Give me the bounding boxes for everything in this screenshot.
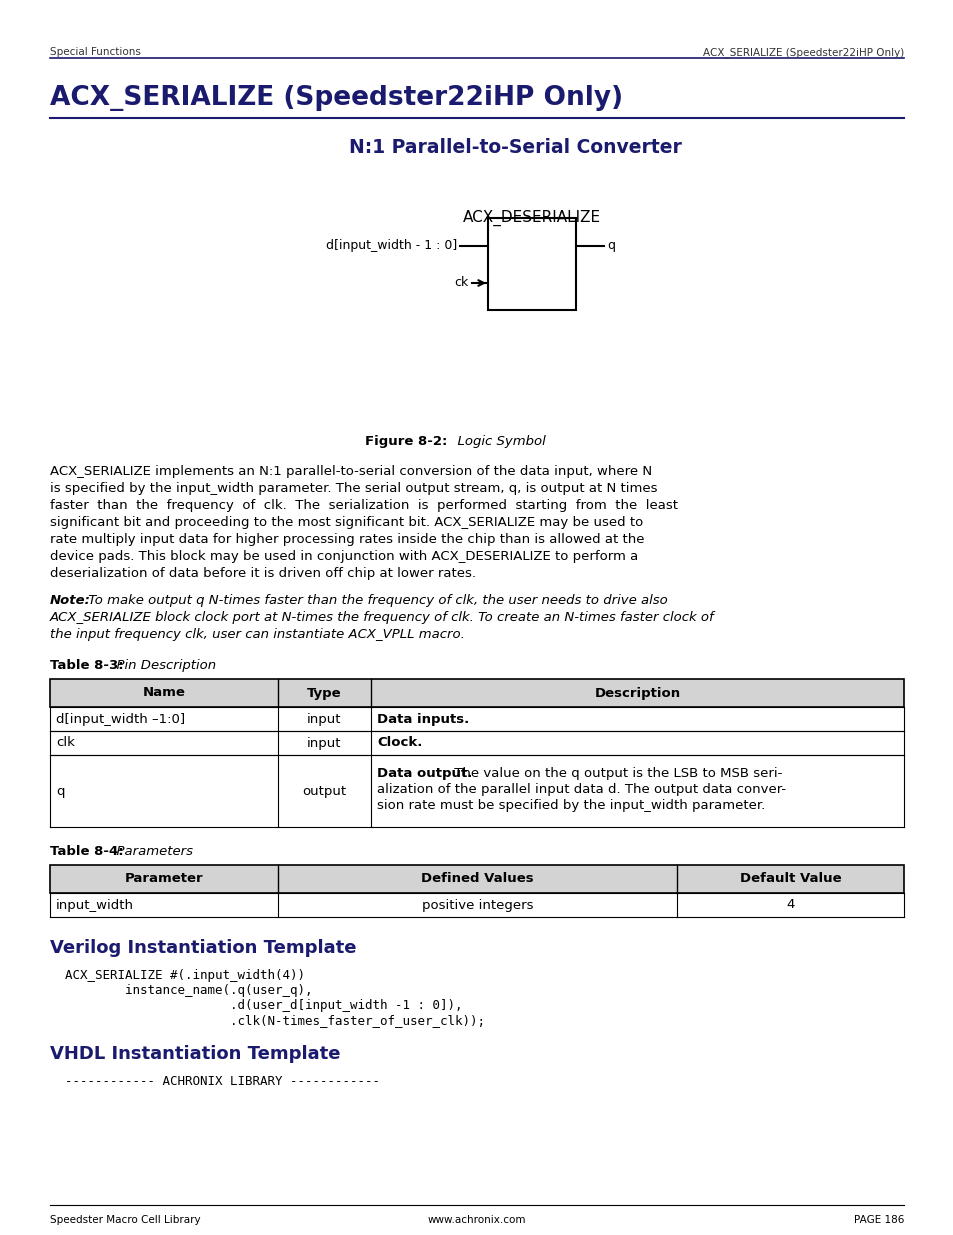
Bar: [50, 755, 903, 827]
Text: Special Functions: Special Functions: [50, 47, 141, 57]
Text: Verilog Instantiation Template: Verilog Instantiation Template: [50, 939, 356, 957]
Text: Description: Description: [594, 687, 679, 699]
Text: positive integers: positive integers: [421, 899, 533, 911]
Text: q: q: [606, 240, 615, 252]
Text: instance_name(.q(user_q),: instance_name(.q(user_q),: [65, 984, 313, 997]
Text: Speedster Macro Cell Library: Speedster Macro Cell Library: [50, 1215, 200, 1225]
Text: Data output.: Data output.: [376, 767, 472, 781]
Text: input: input: [307, 713, 341, 725]
Text: faster  than  the  frequency  of  clk.  The  serialization  is  performed  start: faster than the frequency of clk. The se…: [50, 499, 678, 513]
Text: .clk(N-times_faster_of_user_clk));: .clk(N-times_faster_of_user_clk));: [65, 1014, 484, 1028]
Text: Logic Symbol: Logic Symbol: [449, 435, 545, 448]
Text: VHDL Instantiation Template: VHDL Instantiation Template: [50, 1045, 340, 1063]
Text: Data inputs.: Data inputs.: [376, 713, 469, 725]
Text: deserialization of data before it is driven off chip at lower rates.: deserialization of data before it is dri…: [50, 567, 476, 580]
Text: Clock.: Clock.: [376, 736, 422, 750]
Text: device pads. This block may be used in conjunction with ACX_DESERIALIZE to perfo: device pads. This block may be used in c…: [50, 550, 638, 563]
Text: Pin Description: Pin Description: [108, 659, 216, 672]
Text: ACX_DESERIALIZE: ACX_DESERIALIZE: [462, 210, 600, 226]
Text: Figure 8-2:: Figure 8-2:: [364, 435, 447, 448]
Text: Table 8-4:: Table 8-4:: [50, 845, 124, 858]
Bar: [50, 864, 903, 893]
Text: ck: ck: [455, 277, 469, 289]
Text: To make output q N-times faster than the frequency of clk, the user needs to dri: To make output q N-times faster than the…: [84, 594, 667, 606]
Text: Name: Name: [142, 687, 185, 699]
Text: Default Value: Default Value: [739, 872, 841, 885]
Text: Type: Type: [307, 687, 341, 699]
Text: 4: 4: [785, 899, 794, 911]
Text: PAGE 186: PAGE 186: [853, 1215, 903, 1225]
Text: clk: clk: [56, 736, 74, 750]
Text: ACX_SERIALIZE (Speedster22iHP Only): ACX_SERIALIZE (Speedster22iHP Only): [50, 85, 622, 111]
Text: .d(user_d[input_width -1 : 0]),: .d(user_d[input_width -1 : 0]),: [65, 999, 462, 1011]
Text: ------------ ACHRONIX LIBRARY ------------: ------------ ACHRONIX LIBRARY ----------…: [65, 1074, 379, 1088]
Text: The value on the q output is the LSB to MSB seri-: The value on the q output is the LSB to …: [450, 767, 781, 781]
Text: output: output: [302, 784, 346, 798]
Bar: [50, 893, 903, 918]
Text: alization of the parallel input data d. The output data conver-: alization of the parallel input data d. …: [376, 783, 785, 797]
Text: Defined Values: Defined Values: [420, 872, 534, 885]
Text: ACX_SERIALIZE #(.input_width(4)): ACX_SERIALIZE #(.input_width(4)): [65, 969, 305, 982]
Text: d[input_width –1:0]: d[input_width –1:0]: [56, 713, 185, 725]
Text: www.achronix.com: www.achronix.com: [427, 1215, 526, 1225]
Text: Note:: Note:: [50, 594, 91, 606]
Text: Parameter: Parameter: [125, 872, 203, 885]
Bar: [50, 706, 903, 731]
Text: Table 8-3:: Table 8-3:: [50, 659, 124, 672]
Text: significant bit and proceeding to the most significant bit. ACX_SERIALIZE may be: significant bit and proceeding to the mo…: [50, 516, 642, 529]
Text: q: q: [56, 784, 65, 798]
Text: rate multiply input data for higher processing rates inside the chip than is all: rate multiply input data for higher proc…: [50, 534, 644, 546]
Text: d[input_width - 1 : 0]: d[input_width - 1 : 0]: [325, 240, 456, 252]
Text: ACX_SERIALIZE (Speedster22iHP Only): ACX_SERIALIZE (Speedster22iHP Only): [702, 47, 903, 58]
Text: input: input: [307, 736, 341, 750]
Text: the input frequency clk, user can instantiate ACX_VPLL macro.: the input frequency clk, user can instan…: [50, 629, 464, 641]
Text: ACX_SERIALIZE block clock port at N-times the frequency of clk. To create an N-t: ACX_SERIALIZE block clock port at N-time…: [50, 611, 714, 624]
Text: sion rate must be specified by the input_width parameter.: sion rate must be specified by the input…: [376, 799, 764, 811]
Bar: [50, 679, 903, 706]
Text: input_width: input_width: [56, 899, 133, 911]
Text: ACX_SERIALIZE implements an N:1 parallel-to-serial conversion of the data input,: ACX_SERIALIZE implements an N:1 parallel…: [50, 466, 652, 478]
Bar: [50, 731, 903, 755]
Bar: [488, 219, 576, 310]
Text: is specified by the input_width parameter. The serial output stream, q, is outpu: is specified by the input_width paramete…: [50, 482, 657, 495]
Text: Parameters: Parameters: [108, 845, 193, 858]
Text: N:1 Parallel-to-Serial Converter: N:1 Parallel-to-Serial Converter: [349, 138, 681, 157]
